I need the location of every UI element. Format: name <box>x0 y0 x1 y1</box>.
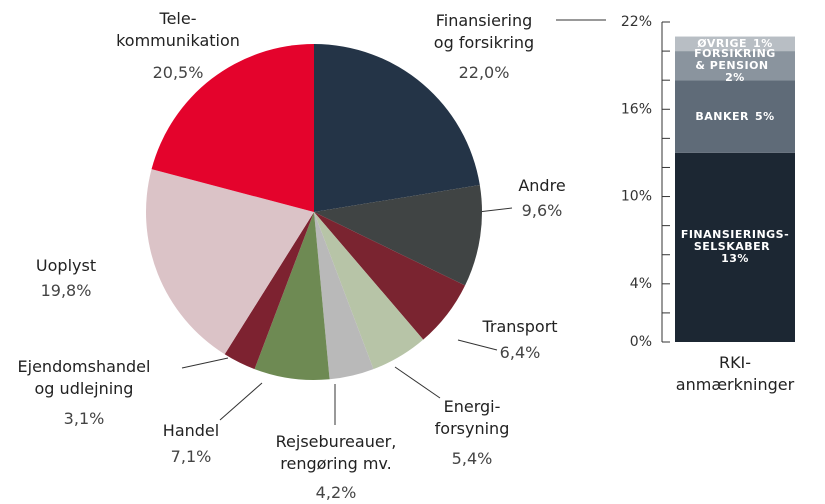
leader-line <box>181 357 229 369</box>
leader-line <box>457 339 498 351</box>
slice-label: Uoplyst <box>35 256 97 275</box>
slice-label: Tele- kommunikation <box>116 9 240 50</box>
segment-label: ØVRIGE 1% <box>697 36 773 50</box>
slice-value: 7,1% <box>170 447 212 466</box>
bar-segment <box>675 152 795 342</box>
pie-slice <box>224 212 314 370</box>
y-tick-label: 0% <box>630 334 652 350</box>
segment-label: BANKER 5% <box>695 109 775 123</box>
slice-value: 6,4% <box>499 343 541 362</box>
pie-slice <box>314 184 483 286</box>
slice-label: Transport <box>482 317 558 336</box>
slice-label: Finansiering og forsikring <box>433 11 535 52</box>
slice-value: 20,5% <box>152 63 204 82</box>
y-tick-label: 10% <box>621 189 652 205</box>
leader-line <box>219 382 263 421</box>
pie-slice <box>145 169 314 355</box>
bar-segment <box>675 51 795 81</box>
segment-value: 5% <box>754 109 775 123</box>
y-tick-label: 16% <box>621 101 652 117</box>
x-axis-label: RKI- anmærkninger <box>675 353 795 394</box>
segment-name: FORSIKRING & PENSION <box>694 46 776 72</box>
slice-value: 3,1% <box>63 409 105 428</box>
y-tick-label: 4% <box>630 276 652 292</box>
y-tick-label: 22% <box>621 14 652 30</box>
bar-segment <box>675 36 795 52</box>
leader-line <box>394 366 441 399</box>
segment-value: 1% <box>753 36 773 50</box>
segment-label: FINANSIERINGS- SELSKABER13% <box>681 229 789 265</box>
segment-value: 2% <box>725 70 745 84</box>
pie-slice <box>151 44 314 212</box>
slice-label: Handel <box>162 421 220 440</box>
slice-label: Ejendomshandel og udlejning <box>17 357 151 398</box>
slice-value: 19,8% <box>40 281 92 300</box>
segment-value: 13% <box>721 252 749 266</box>
pie-slice <box>314 212 466 340</box>
pie-slice <box>314 212 424 370</box>
segment-name: BANKER <box>695 109 749 123</box>
slice-value: 9,6% <box>521 201 563 220</box>
pie-slice <box>254 212 330 380</box>
segment-name: ØVRIGE <box>697 36 748 50</box>
segment-name: FINANSIERINGS- SELSKABER <box>680 228 790 254</box>
pie-slice <box>314 44 480 212</box>
bar-segment <box>675 80 795 153</box>
slice-value: 5,4% <box>451 449 493 468</box>
slice-value: 22,0% <box>458 63 510 82</box>
pie-slice <box>314 212 374 380</box>
slice-label: Rejsebureauer, rengøring mv. <box>275 432 397 473</box>
slice-label: Andre <box>518 176 566 195</box>
segment-label: FORSIKRING & PENSION2% <box>690 46 780 84</box>
leader-line <box>477 207 513 213</box>
slice-value: 4,2% <box>315 483 357 502</box>
slice-label: Energi- forsyning <box>434 397 510 438</box>
